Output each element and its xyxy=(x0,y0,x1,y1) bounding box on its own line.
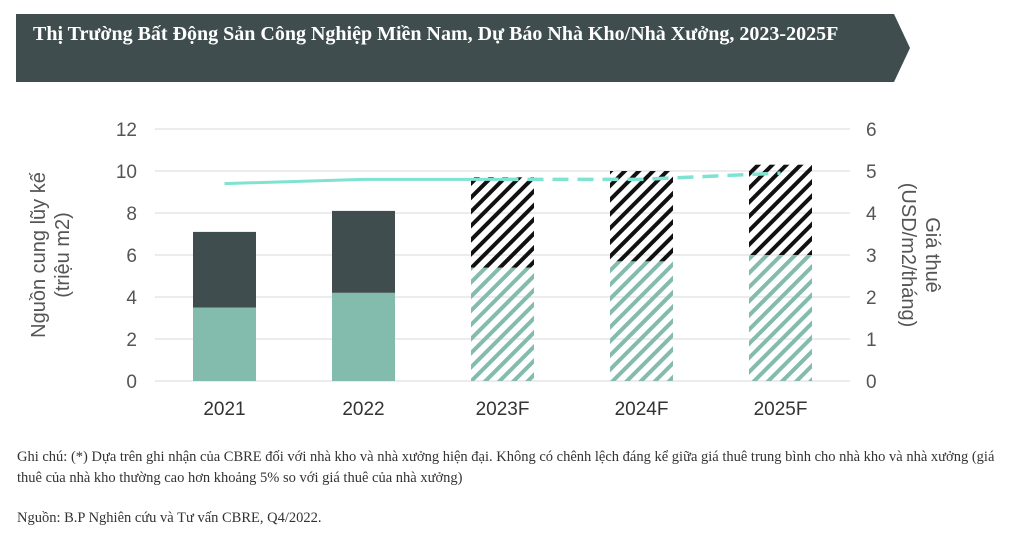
bar-top-2023F xyxy=(471,177,534,268)
title-banner: Thị Trường Bất Động Sản Công Nghiệp Miền… xyxy=(16,14,910,82)
x-tick-label: 2025F xyxy=(754,399,808,420)
y-left-axis-title-line: Nguồn cung lũy kế xyxy=(28,172,50,338)
y-left-tick-label: 6 xyxy=(126,246,137,267)
y-left-tick-label: 2 xyxy=(126,330,137,351)
bar-top-2022 xyxy=(332,210,395,293)
y-left-tick-label: 12 xyxy=(116,120,137,141)
y-left-tick-label: 8 xyxy=(126,204,137,225)
y-right-tick-label: 1 xyxy=(866,330,877,351)
y-left-tick-label: 10 xyxy=(116,162,137,183)
y-right-tick-label: 6 xyxy=(866,120,877,141)
title-banner-shape xyxy=(16,14,910,82)
source-note: Nguồn: B.P Nghiên cứu và Tư vấn CBRE, Q4… xyxy=(17,510,322,526)
rent-line-actual xyxy=(224,177,503,186)
y-right-tick-label: 3 xyxy=(866,246,877,267)
y-left-axis-title: Nguồn cung lũy kế (triệu m2) xyxy=(28,172,74,338)
x-tick-label: 2021 xyxy=(203,399,245,420)
y-left-axis-title-line: (triệu m2) xyxy=(52,212,74,298)
y-left-tick-label: 4 xyxy=(126,288,137,309)
x-tick-label: 2023F xyxy=(476,399,530,420)
x-tick-label: 2022 xyxy=(342,399,384,420)
bar-base-2021 xyxy=(193,307,256,381)
bar-top-2021 xyxy=(193,231,256,308)
bar-base-2025F xyxy=(749,255,812,381)
rent-line-forecast xyxy=(502,171,781,182)
y-right-axis-title-line: Giá thuê xyxy=(921,217,943,293)
bar-top-2025F xyxy=(749,164,812,255)
chart-title: Thị Trường Bất Động Sản Công Nghiệp Miền… xyxy=(33,23,839,45)
bar-base-2023F xyxy=(471,267,534,381)
bar-base-2024F xyxy=(610,261,673,381)
y-right-tick-label: 2 xyxy=(866,288,877,309)
y-right-axis-title-line: (USD/m2/tháng) xyxy=(897,183,919,328)
y-right-tick-label: 5 xyxy=(866,162,877,183)
x-tick-label: 2024F xyxy=(615,399,669,420)
footnote: Ghi chú: (*) Dựa trên ghi nhận của CBRE … xyxy=(17,449,995,486)
bar-base-2022 xyxy=(332,292,395,381)
y-right-axis-title: Giá thuê(USD/m2/tháng) xyxy=(897,183,943,328)
y-left-tick-label: 0 xyxy=(126,372,137,393)
y-right-tick-label: 0 xyxy=(866,372,877,393)
y-right-tick-label: 4 xyxy=(866,204,877,225)
bar-top-2024F xyxy=(610,171,673,262)
